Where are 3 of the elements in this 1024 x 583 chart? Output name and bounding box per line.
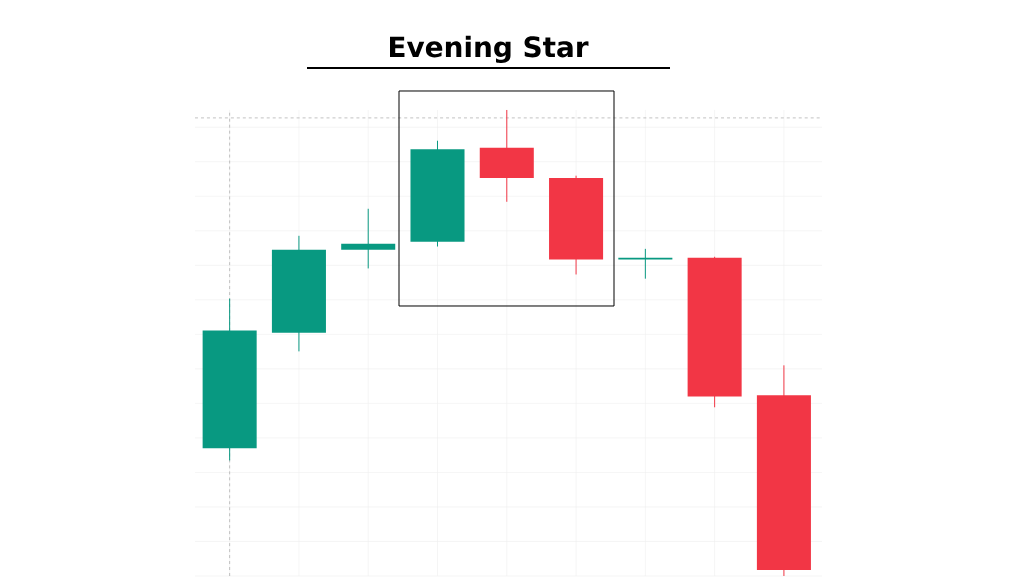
chart-title: Evening Star [390, 35, 589, 64]
candlestick [341, 208, 396, 269]
candlestick [618, 248, 673, 280]
